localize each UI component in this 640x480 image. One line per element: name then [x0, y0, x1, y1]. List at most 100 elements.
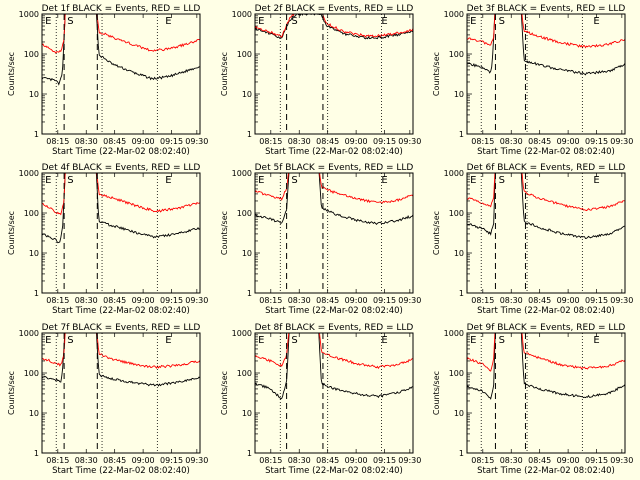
x-tick-label: 08:45	[103, 137, 126, 146]
series-lld-line	[255, 333, 413, 370]
interval-marker-label: E	[45, 16, 51, 27]
series-group	[42, 14, 200, 86]
chart-title: Det 5f BLACK = Events, RED = LLD	[255, 163, 414, 173]
y-tick-label: 10	[242, 90, 252, 99]
x-axis-label: Start Time (22-Mar-02 08:02:40)	[265, 466, 403, 476]
series-lld-line	[255, 14, 413, 38]
x-tick-label: 08:15	[46, 296, 69, 305]
x-tick-label: 08:15	[259, 296, 282, 305]
interval-marker-label: S	[67, 335, 73, 346]
chart-panel-6: Det 6f BLACK = Events, RED = LLD E S E 1 10 10…	[432, 163, 633, 316]
chart-title: Det 4f BLACK = Events, RED = LLD	[42, 163, 201, 173]
interval-marker-label: E	[593, 335, 599, 346]
y-axis-label: Counts/sec	[220, 52, 229, 96]
interval-marker-label: E	[470, 175, 476, 186]
series-events-line	[467, 14, 625, 76]
x-tick-label: 09:30	[398, 137, 421, 146]
interval-marker-label: E	[593, 16, 599, 27]
interval-marker-label: S	[291, 175, 297, 186]
chart-panel-7: Det 7f BLACK = Events, RED = LLD E S E 1 10 10…	[7, 323, 208, 476]
interval-marker-label: E	[258, 335, 264, 346]
x-tick-label: 09:30	[610, 296, 633, 305]
series-lld-line	[467, 333, 625, 372]
chart-panel-3: Det 3f BLACK = Events, RED = LLD E S E 1 10 10…	[432, 4, 633, 157]
y-axis-label: Counts/sec	[432, 52, 441, 96]
y-tick-label: 10	[454, 409, 464, 418]
y-axis-label: Counts/sec	[432, 371, 441, 415]
y-tick-label: 1	[247, 130, 252, 139]
x-tick-label: 08:30	[500, 456, 523, 465]
y-tick-label: 10	[454, 90, 464, 99]
series-lld-line	[255, 173, 413, 204]
y-tick-label: 1000	[232, 329, 252, 338]
y-tick-label: 1000	[232, 169, 252, 178]
x-tick-label: 08:30	[500, 137, 523, 146]
series-lld-line	[42, 173, 200, 216]
series-events-line	[42, 333, 200, 387]
x-tick-label: 09:15	[160, 456, 183, 465]
x-axis-label: Start Time (22-Mar-02 08:02:40)	[52, 466, 190, 476]
series-lld-line	[467, 14, 625, 49]
x-tick-label: 08:45	[316, 137, 339, 146]
chart-panel-1: Det 1f BLACK = Events, RED = LLD E S E 1 10 10…	[7, 4, 208, 157]
x-tick-label: 09:00	[557, 296, 580, 305]
y-tick-label: 10	[454, 249, 464, 258]
interval-marker-label: E	[165, 175, 171, 186]
x-tick-label: 09:30	[185, 296, 208, 305]
chart-title: Det 9f BLACK = Events, RED = LLD	[467, 323, 626, 333]
series-group	[467, 333, 625, 400]
y-tick-label: 1	[34, 449, 39, 458]
chart-panel-2: Det 2f BLACK = Events, RED = LLD E S E 1 10 10…	[220, 4, 421, 157]
y-tick-label: 100	[237, 369, 252, 378]
y-tick-label: 10	[242, 249, 252, 258]
plot-frame	[41, 332, 201, 454]
y-tick-label: 100	[449, 209, 464, 218]
y-axis-label: Counts/sec	[432, 211, 441, 255]
interval-marker-label: E	[165, 16, 171, 27]
x-tick-label: 09:00	[132, 456, 155, 465]
x-axis-label: Start Time (22-Mar-02 08:02:40)	[265, 306, 403, 316]
chart-title: Det 8f BLACK = Events, RED = LLD	[255, 323, 414, 333]
y-axis-label: Counts/sec	[7, 371, 16, 415]
y-tick-label: 1	[247, 449, 252, 458]
y-tick-label: 100	[24, 369, 39, 378]
y-tick-label: 1	[247, 289, 252, 298]
y-tick-label: 1000	[19, 329, 39, 338]
y-axis-label: Counts/sec	[220, 371, 229, 415]
y-tick-label: 100	[237, 209, 252, 218]
x-tick-label: 09:00	[132, 137, 155, 146]
x-tick-label: 08:45	[528, 137, 551, 146]
series-group	[255, 173, 413, 225]
interval-marker-label: S	[67, 16, 73, 27]
plot-frame	[466, 172, 626, 294]
interval-marker-label: E	[470, 16, 476, 27]
y-tick-label: 1000	[444, 10, 464, 19]
x-tick-label: 09:15	[160, 137, 183, 146]
series-events-line	[255, 14, 413, 40]
plot-frame	[41, 172, 201, 294]
x-tick-label: 09:15	[585, 456, 608, 465]
plot-frame	[254, 172, 414, 294]
interval-marker-label: S	[499, 335, 505, 346]
x-tick-label: 08:30	[288, 296, 311, 305]
interval-marker-label: S	[67, 175, 73, 186]
plot-frame	[466, 332, 626, 454]
y-tick-label: 10	[242, 409, 252, 418]
chart-panel-9: Det 9f BLACK = Events, RED = LLD E S E 1 10 10…	[432, 323, 633, 476]
y-axis-label: Counts/sec	[220, 211, 229, 255]
y-tick-label: 1000	[232, 10, 252, 19]
x-tick-label: 09:30	[398, 456, 421, 465]
y-tick-label: 100	[24, 50, 39, 59]
interval-marker-label: E	[470, 335, 476, 346]
x-tick-label: 08:15	[259, 137, 282, 146]
x-tick-label: 08:15	[471, 296, 494, 305]
x-tick-label: 09:00	[345, 137, 368, 146]
y-tick-label: 10	[29, 249, 39, 258]
x-tick-label: 09:15	[585, 137, 608, 146]
interval-marker-label: S	[499, 175, 505, 186]
interval-marker-label: E	[165, 335, 171, 346]
interval-marker-label: E	[258, 175, 264, 186]
y-tick-label: 1000	[19, 10, 39, 19]
x-tick-label: 08:45	[528, 296, 551, 305]
